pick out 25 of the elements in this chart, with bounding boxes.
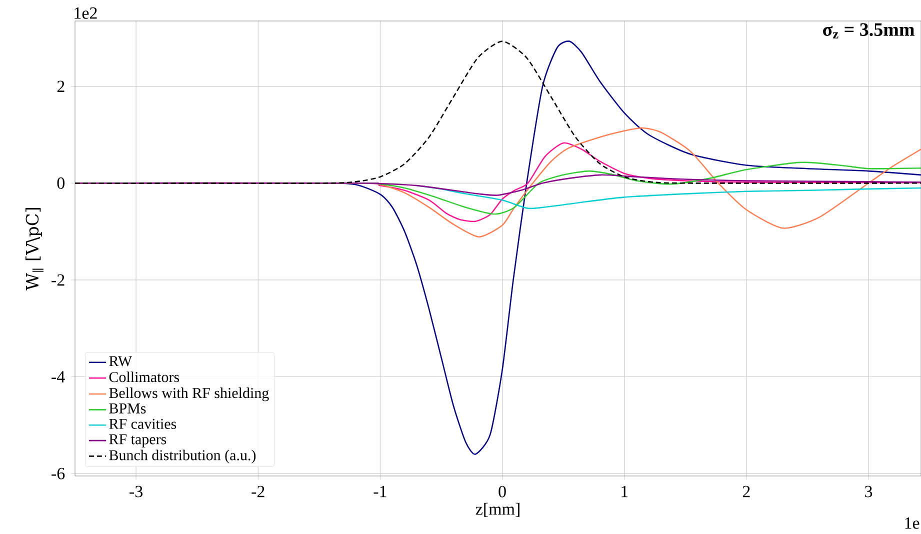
y-tick-label: -6 <box>52 468 65 480</box>
legend-label: Bunch distribution (a.u.) <box>109 450 256 464</box>
text: 1e2 <box>74 7 97 19</box>
y-tick-label: -4 <box>52 371 65 382</box>
legend-label: RF cavities <box>109 418 176 429</box>
x-tick-label: -1 <box>374 486 386 498</box>
x-tick-label: 0 <box>498 486 506 498</box>
legend-label: Bellows with RF shielding <box>109 388 269 402</box>
legend-label: RF tapers <box>109 434 166 448</box>
y-tick-label: 0 <box>57 177 64 189</box>
legend-label: RW <box>109 356 132 366</box>
annotation: σ$_{z}$ = 3.5mm <box>823 23 914 38</box>
y-axis-title: W$_{∥}$ [V\pC] <box>25 208 44 290</box>
x-tick-label: 1 <box>622 486 628 498</box>
y-tick-label: -2 <box>52 274 64 286</box>
text: 1e <box>905 517 920 529</box>
x-tick-label: -3 <box>130 486 142 498</box>
legend-label: Collimators <box>109 372 180 382</box>
line-series <box>75 40 921 184</box>
x-tick-label: 3 <box>865 486 872 498</box>
x-axis-title: z[mm] <box>476 502 520 517</box>
x-tick-label: 2 <box>742 486 750 498</box>
legend-label: BPMs <box>109 404 146 414</box>
x-tick-label: -2 <box>252 486 264 498</box>
y-tick-label: 2 <box>57 80 64 92</box>
